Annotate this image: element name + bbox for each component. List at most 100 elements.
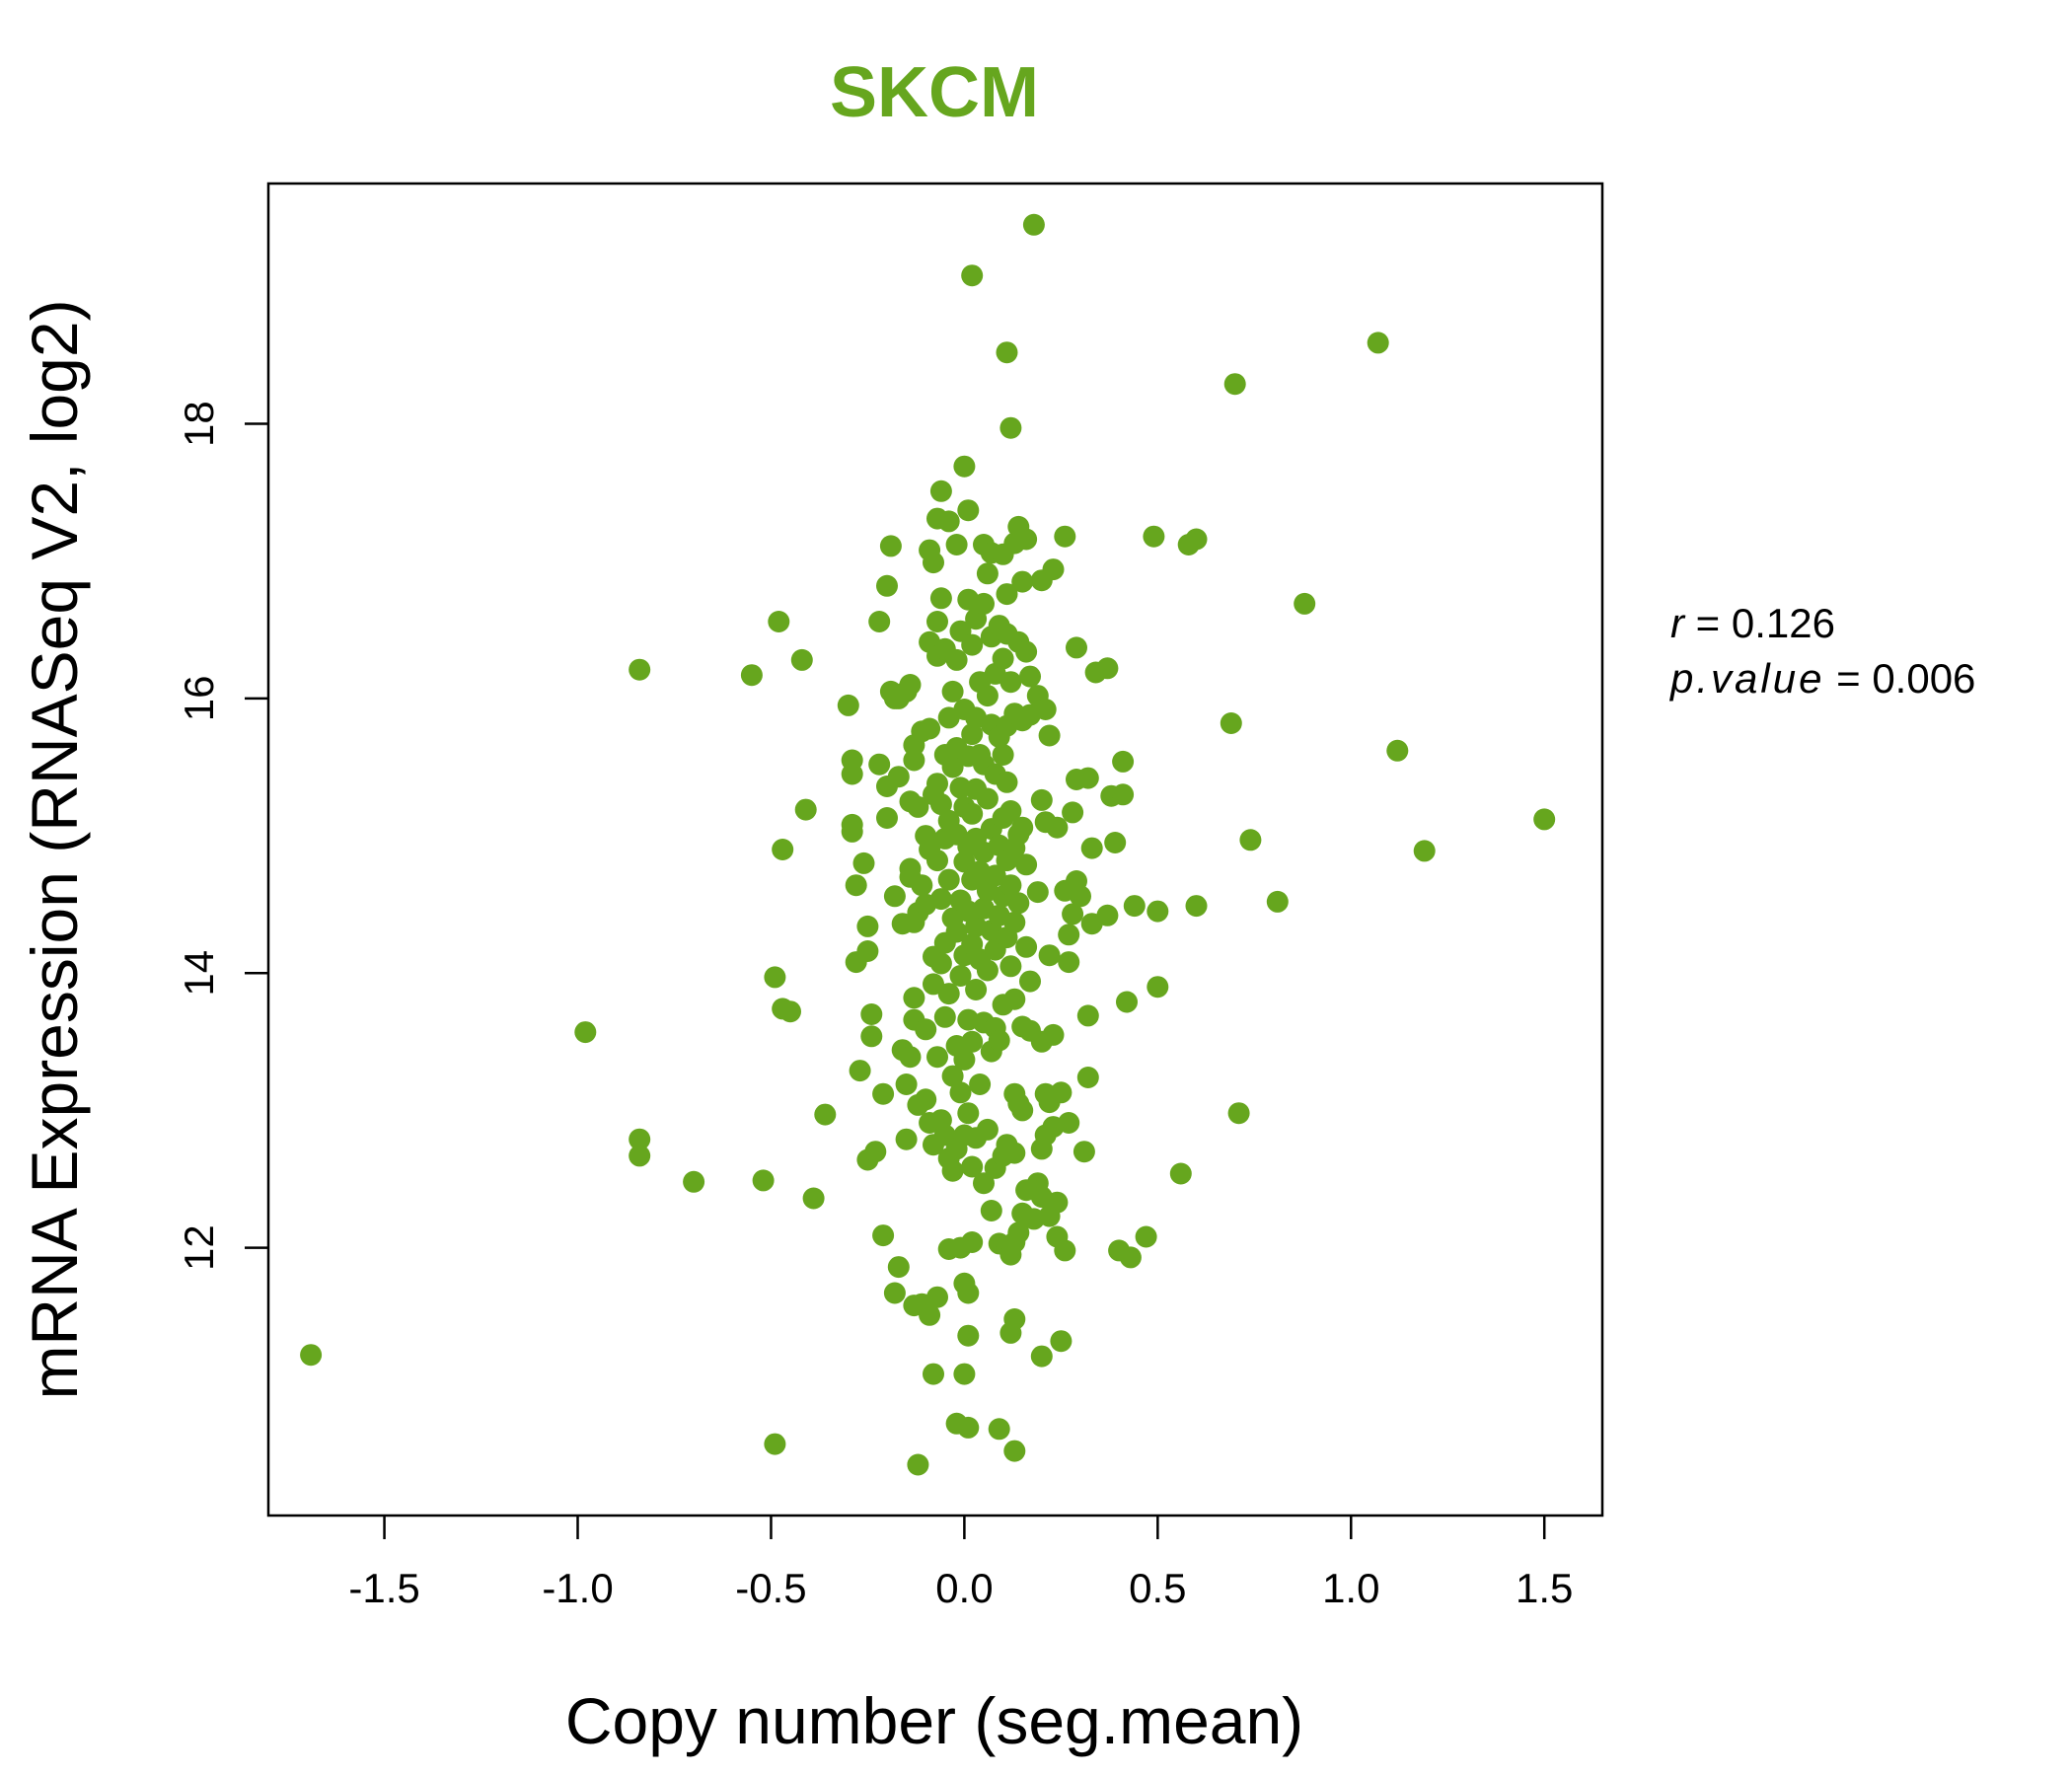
- data-point: [976, 787, 999, 810]
- data-point: [1096, 904, 1119, 926]
- data-point: [980, 1200, 1002, 1221]
- data-point: [937, 868, 960, 891]
- data-point: [926, 611, 948, 632]
- y-tick-label: 18: [176, 401, 222, 447]
- data-point: [1054, 525, 1076, 548]
- data-point: [1030, 788, 1053, 811]
- x-tick-label: -0.5: [735, 1565, 806, 1611]
- data-point: [1026, 881, 1049, 904]
- data-points: [300, 213, 1556, 1476]
- data-point: [300, 1344, 323, 1367]
- x-tick-label: 0.5: [1129, 1565, 1186, 1611]
- data-point: [973, 592, 995, 615]
- data-point: [1223, 373, 1246, 396]
- data-point: [965, 979, 988, 1000]
- y-axis: 12 14 16 18: [176, 401, 268, 1271]
- data-point: [629, 1128, 651, 1150]
- data-point: [999, 671, 1022, 694]
- data-point: [1062, 801, 1084, 824]
- data-point: [926, 773, 948, 795]
- data-point: [926, 1046, 948, 1069]
- data-point: [883, 1282, 906, 1304]
- data-point: [887, 1256, 910, 1279]
- data-point: [752, 1169, 775, 1192]
- data-point: [1058, 1112, 1080, 1134]
- data-point: [1058, 951, 1080, 974]
- data-point: [872, 1082, 895, 1105]
- data-point: [933, 1005, 956, 1028]
- data-point: [953, 1363, 976, 1385]
- data-point: [961, 1030, 984, 1053]
- data-point: [957, 1416, 980, 1439]
- data-point: [999, 874, 1022, 897]
- data-point: [1050, 1330, 1073, 1353]
- data-point: [1003, 911, 1026, 933]
- data-point: [1042, 558, 1065, 581]
- data-point: [937, 510, 960, 533]
- data-point: [883, 885, 906, 908]
- data-point: [953, 1048, 976, 1071]
- data-point: [1076, 767, 1099, 789]
- data-point: [802, 1187, 825, 1210]
- data-point: [887, 766, 910, 788]
- data-point: [941, 1159, 964, 1182]
- data-point: [907, 1453, 929, 1476]
- data-point: [1266, 890, 1289, 913]
- data-point: [957, 1324, 980, 1347]
- data-point: [923, 1363, 944, 1385]
- plot-frame: [266, 182, 1604, 1517]
- data-point: [856, 940, 879, 962]
- data-point: [740, 664, 763, 687]
- data-point: [1147, 900, 1169, 923]
- x-tick-label: 1.0: [1322, 1565, 1379, 1611]
- data-point: [919, 717, 941, 740]
- data-point: [1038, 944, 1061, 967]
- stats-annotation: r = 0.126 p.value = 0.006: [1668, 600, 1975, 702]
- data-point: [1007, 1221, 1030, 1244]
- data-point: [919, 1303, 941, 1326]
- data-point: [1185, 528, 1208, 551]
- r-label: r: [1670, 600, 1686, 646]
- data-point: [929, 587, 952, 610]
- data-point: [945, 921, 968, 943]
- data-point: [574, 1021, 597, 1044]
- data-point: [852, 851, 875, 874]
- data-point: [929, 952, 952, 975]
- data-point: [907, 795, 929, 818]
- data-point: [941, 756, 964, 778]
- data-point: [895, 1073, 918, 1095]
- data-point: [1367, 332, 1389, 354]
- data-point: [996, 341, 1018, 364]
- p-label: p.value: [1668, 655, 1824, 702]
- data-point: [1533, 808, 1556, 831]
- data-point: [1019, 970, 1041, 993]
- y-tick-label: 12: [176, 1224, 222, 1271]
- data-point: [988, 1029, 1010, 1052]
- p-value: 0.006: [1872, 655, 1975, 702]
- data-point: [996, 583, 1018, 606]
- data-point: [976, 1118, 999, 1141]
- data-point: [841, 763, 863, 785]
- data-point: [790, 648, 813, 671]
- data-point: [961, 264, 984, 287]
- data-point: [629, 658, 651, 681]
- data-point: [915, 1018, 937, 1041]
- data-point: [999, 416, 1022, 439]
- data-point: [1007, 892, 1030, 915]
- data-point: [849, 1060, 871, 1082]
- data-point: [899, 1046, 922, 1069]
- data-point: [1135, 1225, 1157, 1248]
- data-point: [999, 955, 1022, 978]
- data-point: [1034, 699, 1057, 720]
- data-point: [872, 1224, 895, 1247]
- data-point: [899, 674, 922, 696]
- data-point: [961, 723, 984, 746]
- data-point: [984, 864, 1006, 887]
- x-tick-label: 1.5: [1516, 1565, 1573, 1611]
- data-point: [1003, 1440, 1026, 1462]
- data-point: [837, 694, 859, 716]
- data-point: [1169, 1162, 1192, 1185]
- data-point: [868, 611, 891, 632]
- data-point: [1046, 816, 1069, 839]
- p-equals: =: [1836, 655, 1872, 702]
